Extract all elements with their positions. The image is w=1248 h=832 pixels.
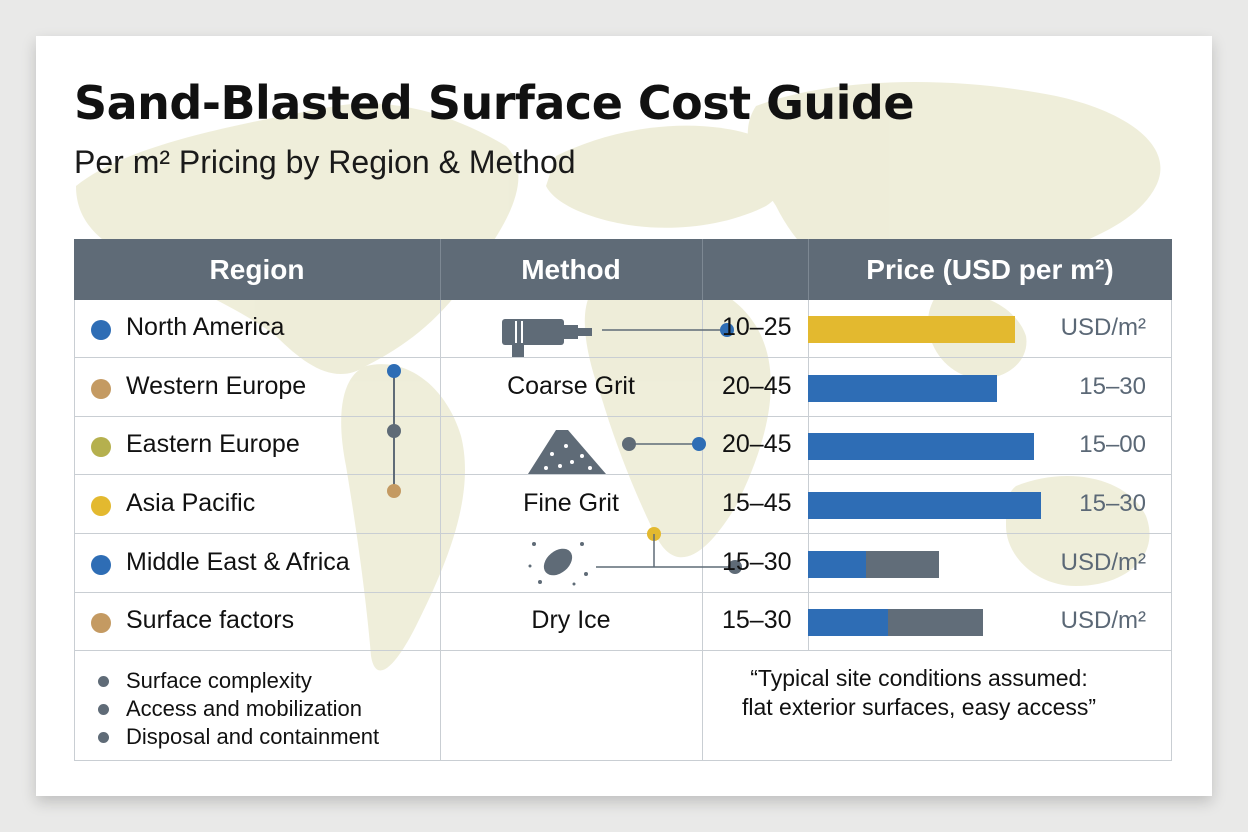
region-western-europe: Western Europe — [126, 372, 307, 400]
price-bar — [808, 433, 1034, 460]
factor-bullet — [98, 676, 109, 687]
region-asia-pacific: Asia Pacific — [126, 489, 256, 517]
price-unit: 15–30 — [1079, 373, 1146, 400]
price-bar-segment — [888, 609, 983, 636]
row-divider — [74, 533, 1172, 534]
cost-table: Region Method Price (USD per m²) North A… — [74, 239, 1172, 761]
header-divider — [440, 239, 441, 300]
region-dot — [91, 555, 111, 575]
price-range: 20–45 — [722, 372, 792, 400]
table-left-border — [74, 300, 75, 761]
region-dot — [91, 320, 111, 340]
row-divider — [74, 650, 1172, 651]
price-unit: USD/m² — [1060, 549, 1146, 576]
row-divider — [74, 592, 1172, 593]
grit-pile-icon — [528, 430, 606, 474]
method-connector — [596, 527, 742, 574]
column-divider — [702, 300, 703, 761]
header-method: Method — [440, 239, 702, 300]
page-title: Sand-Blasted Surface Cost Guide — [74, 76, 915, 130]
price-unit: USD/m² — [1060, 607, 1146, 634]
price-range: 15–30 — [722, 548, 792, 576]
price-range: 15–30 — [722, 606, 792, 634]
factor-item: Disposal and containment — [126, 724, 380, 749]
price-range: 15–45 — [722, 489, 792, 517]
column-divider — [808, 300, 809, 650]
region-dot — [91, 437, 111, 457]
page-subtitle: Per m² Pricing by Region & Method — [74, 144, 576, 180]
region-dot — [91, 613, 111, 633]
method-fine-grit: Fine Grit — [523, 489, 619, 517]
factor-item: Access and mobilization — [126, 696, 363, 721]
region-dot — [91, 379, 111, 399]
price-unit: 15–00 — [1079, 431, 1146, 458]
cost-guide-card: Sand-Blasted Surface Cost Guide Per m² P… — [36, 36, 1212, 796]
row-divider — [74, 416, 1172, 417]
method-coarse-grit: Coarse Grit — [507, 372, 635, 400]
price-range: 10–25 — [722, 313, 792, 341]
factor-item: Surface complexity — [126, 668, 312, 693]
column-divider — [440, 300, 441, 761]
region-connector — [387, 364, 401, 498]
price-range: 20–45 — [722, 430, 792, 458]
sandblast-nozzle-icon — [502, 319, 592, 357]
header-divider — [702, 239, 703, 300]
row-divider — [74, 357, 1172, 358]
header-region: Region — [74, 239, 440, 300]
region-eastern-europe: Eastern Europe — [126, 430, 300, 458]
row-divider — [74, 474, 1172, 475]
header-price: Price (USD per m²) — [808, 239, 1172, 300]
table-right-border — [1171, 300, 1172, 761]
region-surface-factors: Surface factors — [126, 606, 295, 634]
site-conditions-note: “Typical site conditions assumed: flat e… — [741, 665, 1097, 720]
method-dry-ice: Dry Ice — [531, 606, 611, 634]
dry-ice-pellet-icon — [528, 542, 588, 586]
header-range-blank — [702, 239, 808, 300]
price-bar — [808, 375, 997, 402]
price-bar-segment — [808, 609, 888, 636]
region-dot — [91, 496, 111, 516]
factor-bullet — [98, 704, 109, 715]
region-north-america: North America — [126, 313, 285, 341]
price-unit: 15–30 — [1079, 490, 1146, 517]
price-bar — [808, 316, 1015, 343]
method-connector — [602, 323, 734, 337]
factor-bullet — [98, 732, 109, 743]
price-bar-segment — [866, 551, 939, 578]
price-bar-segment — [808, 551, 866, 578]
table-bottom-border — [74, 760, 1172, 761]
price-bar — [808, 492, 1041, 519]
price-unit: USD/m² — [1060, 314, 1146, 341]
header-divider — [808, 239, 809, 300]
region-middle-east-africa: Middle East & Africa — [126, 548, 350, 576]
method-connector — [622, 437, 706, 451]
